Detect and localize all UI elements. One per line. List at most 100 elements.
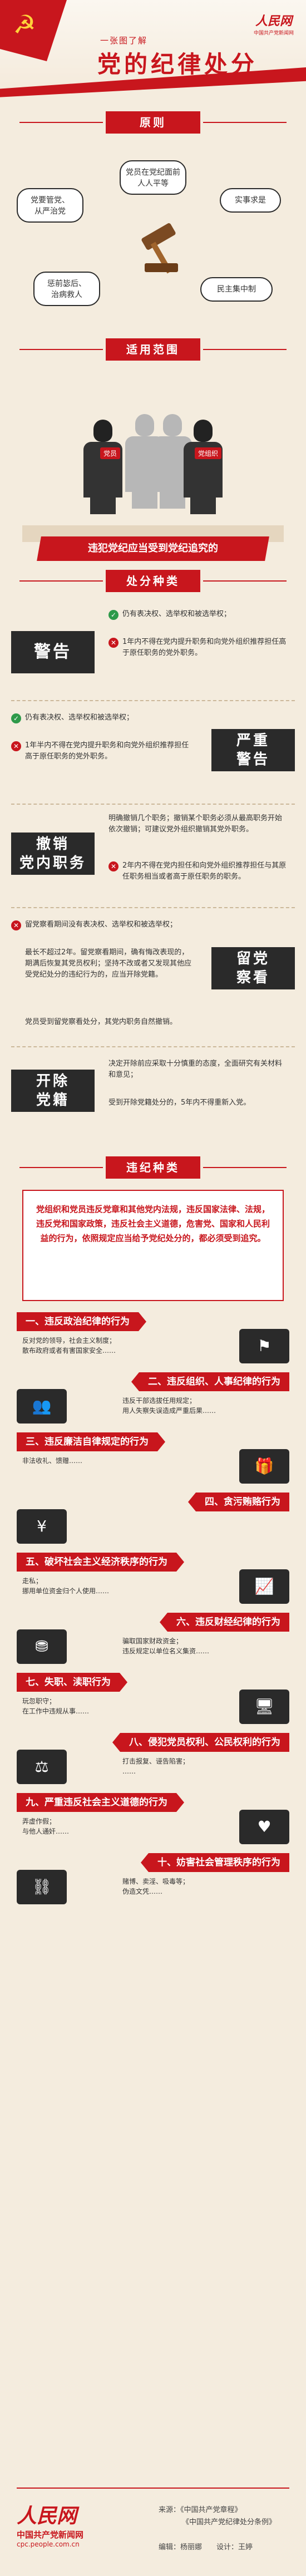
violations-section: 违纪种类 党组织和党员违反党章和其他党内法规，违反国家法律、法规，违反党和国家政… bbox=[0, 1156, 306, 1908]
principle-bubble-1: 党要管党、 从严治党 bbox=[17, 188, 83, 223]
violation-item-8: 八、侵犯党员权利、公民权利的行为 打击报复、诬告陷害； …… ⚖ bbox=[17, 1727, 289, 1787]
desk-icon: 🖥 bbox=[239, 1690, 289, 1724]
handcuff-icon: ⛓ bbox=[17, 1870, 67, 1904]
badge-expel: 开除 党籍 bbox=[11, 1070, 95, 1112]
violation-title-5: 五、破坏社会主义经济秩序的行为 bbox=[17, 1553, 184, 1572]
violation-title-4: 四、贪污贿赂行为 bbox=[188, 1493, 289, 1511]
principle-bubble-3: 实事求是 bbox=[220, 188, 281, 213]
source-2: 《中国共产党纪律处分条例》 bbox=[182, 2518, 277, 2526]
violation-title-7: 七、失职、渎职行为 bbox=[17, 1673, 127, 1692]
cross-icon: ✕ bbox=[11, 741, 21, 751]
violation-title-2: 二、违反组织、人事纪律的行为 bbox=[131, 1372, 289, 1391]
header: ☭ 一张图了解 党的纪律处分 人民网 中国共产党新闻网 bbox=[0, 0, 306, 106]
violation-desc-2: 违反干部选拔任用规定； 用人失察失误造成严重后果…… bbox=[122, 1397, 216, 1415]
type-warning: 警告 ✓ 仍有表决权、选举权和被选举权； ✕ 1年内不得在党内提升职务和向党外组… bbox=[11, 598, 295, 701]
money-icon: ¥ bbox=[17, 1509, 67, 1544]
type-serious-warning: 严重 警告 ✓ 仍有表决权、选举权和被选举权； ✕ 1年半内不得在党内提升职务和… bbox=[11, 701, 295, 805]
violation-desc-9: 弄虚作假； 与他人通奸…… bbox=[22, 1818, 70, 1835]
source-label: 来源： bbox=[159, 2506, 181, 2514]
type-revoke-post-line-1: 明确撤销几个职务；撤销某个职务必须从最高职务开始依次撤销；可建议党外组织撤销其党… bbox=[108, 814, 283, 834]
violation-desc-3: 非法收礼、馈赠…… bbox=[22, 1457, 83, 1465]
cross-icon: ✕ bbox=[11, 920, 21, 930]
violation-item-6: 六、违反财经纪律的行为 骗取国家财政资金； 违反规定以单位名义集资…… ⛃ bbox=[17, 1607, 289, 1667]
footer-logo-sub: 中国共产党新闻网 bbox=[17, 2530, 84, 2540]
scale-icon: ⚖ bbox=[17, 1750, 67, 1784]
principles-graphic: 党要管党、 从严治党 党员在党纪面前 人人平等 实事求是 惩前毖后、 治病救人 … bbox=[0, 144, 306, 338]
heart-icon: ♥ bbox=[239, 1810, 289, 1844]
coins-icon: ⛃ bbox=[17, 1629, 67, 1664]
violation-desc-8: 打击报复、诬告陷害； …… bbox=[122, 1757, 190, 1775]
violation-title-6: 六、违反财经纪律的行为 bbox=[160, 1613, 289, 1632]
scope-bar-text: 违犯党纪应当受到党纪追究的 bbox=[88, 543, 218, 554]
check-icon: ✓ bbox=[108, 610, 119, 620]
type-serious-warning-line-1: 仍有表决权、选举权和被选举权； bbox=[25, 713, 134, 722]
gavel-icon bbox=[131, 222, 186, 274]
principle-text-4: 惩前毖后、 治病救人 bbox=[47, 279, 86, 299]
badge-revoke-post: 撤销 党内职务 bbox=[11, 833, 95, 875]
footer-logo-main: 人民网 bbox=[17, 2504, 77, 2528]
type-probation: 留党 察看 ✕ 留党察看期间没有表决权、选举权和被选举权； 最长不超过2年。留党… bbox=[11, 908, 295, 1047]
party-emblem-icon: ☭ bbox=[13, 9, 36, 40]
footer: 人民网 中国共产党新闻网 cpc.people.com.cn 来源：《中国共产党… bbox=[0, 2488, 306, 2576]
scope-title: 适用范围 bbox=[19, 338, 287, 361]
violation-item-2: 二、违反组织、人事纪律的行为 违反干部选拔任用规定； 用人失察失误造成严重后果…… bbox=[17, 1367, 289, 1427]
types-list: 警告 ✓ 仍有表决权、选举权和被选举权； ✕ 1年内不得在党内提升职务和向党外组… bbox=[0, 598, 306, 1151]
violation-desc-5: 走私； 挪用单位资金归个人使用…… bbox=[22, 1577, 110, 1595]
header-intro: 一张图了解 bbox=[100, 36, 148, 46]
types-title: 处分种类 bbox=[19, 570, 287, 592]
type-expel-line-2: 受到开除党籍处分的，5年内不得重新入党。 bbox=[108, 1099, 251, 1107]
footer-url[interactable]: cpc.people.com.cn bbox=[17, 2540, 80, 2548]
type-serious-warning-line-2: 1年半内不得在党内提升职务和向党外组织推荐担任高于原任职务的党外职务。 bbox=[25, 741, 189, 761]
gift-icon: 🎁 bbox=[239, 1449, 289, 1484]
principle-text-5: 民主集中制 bbox=[217, 285, 256, 294]
header-logo: 人民网 中国共产党新闻网 bbox=[254, 11, 294, 36]
source-1: 《中国共产党章程》 bbox=[180, 2506, 242, 2514]
type-probation-line-3: 党员受到留党察看处分，其党内职务自然撤销。 bbox=[25, 1018, 177, 1026]
principles-title: 原则 bbox=[19, 111, 287, 134]
scope-section: 适用范围 党员 党组织 违犯党纪应当受到党纪追究的 bbox=[0, 338, 306, 570]
footer-sources: 来源：《中国共产党章程》 《中国共产党纪律处分条例》 bbox=[159, 2504, 276, 2529]
scope-bar: 违犯党纪应当受到党纪追究的 bbox=[37, 536, 269, 561]
violation-desc-6: 骗取国家财政资金； 违反规定以单位名义集资…… bbox=[122, 1637, 210, 1655]
principles-section: 原则 党要管党、 从严治党 党员在党纪面前 人人平等 实事求是 惩前毖后、 治病… bbox=[0, 111, 306, 338]
chart-icon: 📈 bbox=[239, 1569, 289, 1604]
footer-divider bbox=[17, 2488, 289, 2489]
violation-title-10: 十、妨害社会管理秩序的行为 bbox=[141, 1853, 289, 1872]
violation-item-5: 五、破坏社会主义经济秩序的行为 走私； 挪用单位资金归个人使用…… 📈 bbox=[17, 1547, 289, 1607]
type-revoke-post-line-2: 2年内不得在党内担任和向党外组织推荐担任与其原任职务相当或者高于原任职务的职务。 bbox=[122, 861, 287, 881]
party-member-figure-icon bbox=[83, 420, 122, 514]
footer-credit: 编辑：杨丽娜 设计：王婷 bbox=[159, 2543, 253, 2552]
type-probation-line-1: 留党察看期间没有表决权、选举权和被选举权； bbox=[25, 920, 177, 929]
violations-intro: 党组织和党员违反党章和其他党内法规，违反国家法律、法规，违反党和国家政策，违反社… bbox=[22, 1190, 284, 1301]
violations-title: 违纪种类 bbox=[19, 1156, 287, 1179]
logo-main: 人民网 bbox=[255, 14, 292, 28]
badge-serious-warning: 严重 警告 bbox=[211, 729, 295, 771]
type-expel-line-1: 决定开除前应采取十分慎重的态度，全面研究有关材料和意见； bbox=[108, 1060, 283, 1079]
violation-item-10: 十、妨害社会管理秩序的行为 赌博、卖淫、吸毒等； 伪造文凭…… ⛓ bbox=[17, 1848, 289, 1908]
cross-icon: ✕ bbox=[108, 638, 119, 648]
type-revoke-post: 撤销 党内职务 明确撤销几个职务；撤销某个职务必须从最高职务开始依次撤销；可建议… bbox=[11, 805, 295, 908]
flag-icon: ⚑ bbox=[239, 1329, 289, 1363]
footer-logo[interactable]: 人民网 中国共产党新闻网 cpc.people.com.cn bbox=[17, 2500, 83, 2548]
type-warning-line-1: 仍有表决权、选举权和被选举权； bbox=[122, 610, 231, 618]
principle-bubble-2: 党员在党纪面前 人人平等 bbox=[120, 160, 186, 195]
principle-text-2: 党员在党纪面前 人人平等 bbox=[126, 168, 180, 188]
check-icon: ✓ bbox=[11, 713, 21, 723]
violation-title-8: 八、侵犯党员权利、公民权利的行为 bbox=[112, 1733, 289, 1752]
logo-sub: 中国共产党新闻网 bbox=[253, 31, 294, 36]
type-warning-line-2: 1年内不得在党内提升职务和向党外组织推荐担任高于原任职务的党外职务。 bbox=[122, 638, 287, 657]
people-icon: 👥 bbox=[17, 1389, 67, 1424]
cross-icon: ✕ bbox=[108, 861, 119, 871]
type-expel: 开除 党籍 决定开除前应采取十分慎重的态度，全面研究有关材料和意见； 受到开除党… bbox=[11, 1047, 295, 1151]
type-probation-line-2: 最长不超过2年。留党察看期间，确有悔改表现的，期满后恢复其党员权利；坚持不改或者… bbox=[25, 948, 192, 979]
principle-text-3: 实事求是 bbox=[235, 196, 266, 205]
tag-party-member: 党员 bbox=[100, 447, 121, 459]
types-section: 处分种类 警告 ✓ 仍有表决权、选举权和被选举权； ✕ 1年内不得在党内提升职务… bbox=[0, 570, 306, 1151]
party-org-figure-icon bbox=[184, 420, 223, 514]
principle-bubble-4: 惩前毖后、 治病救人 bbox=[33, 272, 100, 306]
principle-text-1: 党要管党、 从严治党 bbox=[31, 196, 70, 216]
violation-title-3: 三、违反廉洁自律规定的行为 bbox=[17, 1432, 165, 1451]
violation-item-7: 七、失职、渎职行为 玩忽职守； 在工作中违规从事…… 🖥 bbox=[17, 1667, 289, 1727]
violations-list: 一、违反政治纪律的行为 反对党的领导，社会主义制度； 散布政府或者有害国家安全…… bbox=[0, 1307, 306, 1908]
